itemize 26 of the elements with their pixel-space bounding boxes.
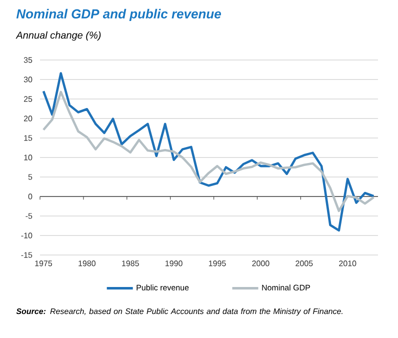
x-tick-label: 2005	[296, 260, 313, 266]
y-tick-label: -10	[21, 232, 32, 238]
x-tick-label: 1975	[35, 260, 52, 266]
line-series	[42, 72, 375, 232]
line-series	[42, 90, 375, 212]
x-tick-label: 1995	[208, 260, 226, 266]
y-tick-label: -15	[21, 252, 32, 258]
y-tick-label: 35	[24, 57, 32, 63]
y-tick-label: 20	[24, 116, 32, 122]
legend-label: Nominal GDP	[262, 284, 310, 290]
y-tick-label: 25	[24, 96, 32, 102]
y-tick-label: 5	[28, 174, 32, 180]
chart-subtitle: Annual change (%)	[16, 31, 101, 41]
x-tick-label: 2000	[252, 260, 270, 266]
text: Source: Research, based on State Public Accounts and data from the Ministry of Finance.	[16, 308, 342, 316]
x-tick-label: 1990	[166, 260, 182, 266]
y-tick-label: 10	[24, 154, 32, 160]
y-tick-label: 30	[24, 76, 32, 82]
x-tick-label: 2010	[339, 260, 356, 266]
x-tick-label: 1980	[78, 260, 96, 266]
legend-label: Public revenue	[136, 284, 189, 290]
y-tick-label: 15	[24, 135, 32, 141]
y-tick-label: -5	[26, 213, 32, 219]
chart-title: Nominal GDP and public revenue	[16, 8, 221, 22]
y-tick-label: 0	[28, 194, 32, 200]
x-tick-label: 1985	[122, 260, 139, 266]
